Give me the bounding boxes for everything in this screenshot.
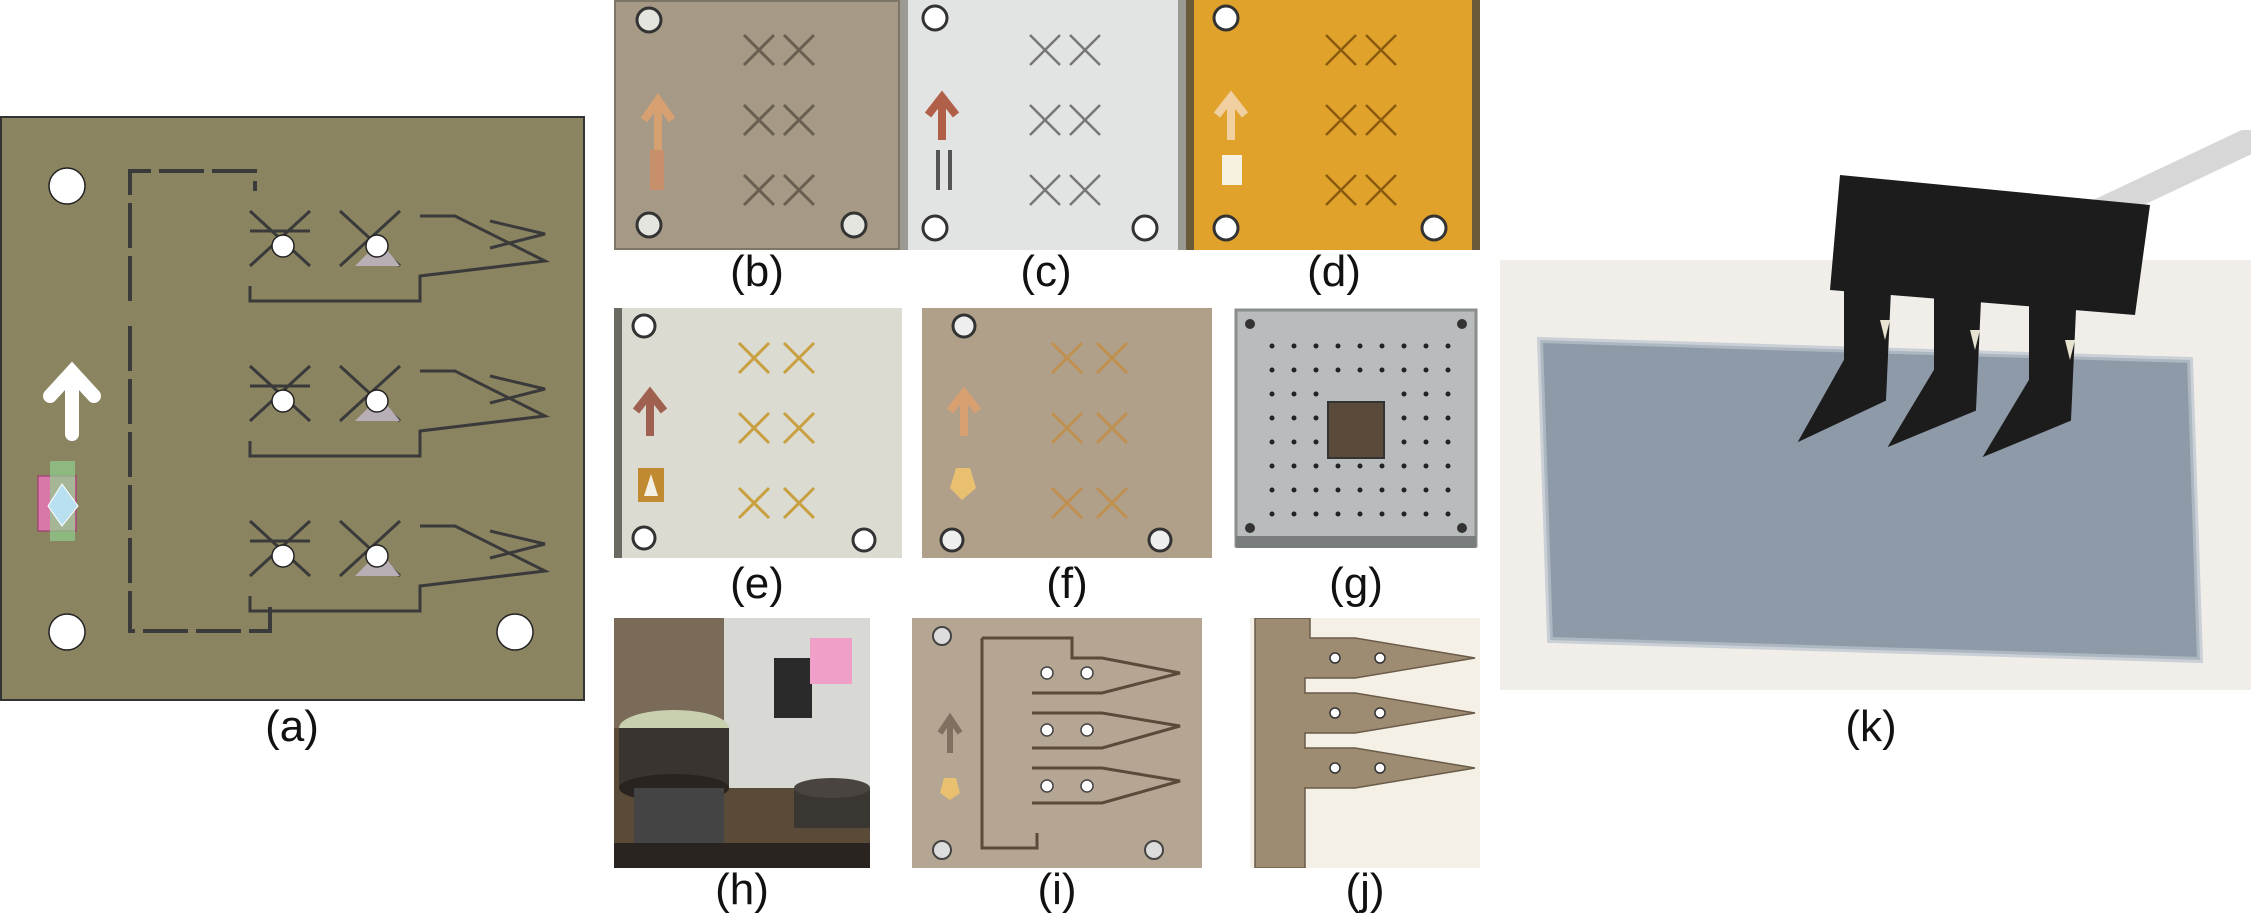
label-a: (a): [265, 702, 319, 751]
panel-k-photo: [1500, 130, 2251, 690]
panel-i-photo: [912, 618, 1202, 868]
panel-f-photo: [922, 308, 1212, 558]
panel-e-photo: [614, 308, 902, 558]
label-c: (c): [1020, 247, 1072, 296]
label-h: (h): [715, 865, 769, 914]
panel-g-photo: [1232, 306, 1480, 556]
panel-b-photo: [614, 0, 900, 250]
label-i: (i): [1037, 865, 1077, 914]
label-d: (d): [1307, 247, 1361, 296]
label-e: (e): [730, 559, 784, 608]
label-f: (f): [1046, 559, 1088, 608]
panel-c-photo: [900, 0, 1186, 250]
label-b: (b): [730, 247, 784, 296]
panel-h-photo: [614, 618, 870, 868]
panel-a-cad-layout: [0, 116, 585, 701]
label-g: (g): [1329, 559, 1383, 608]
panel-d-photo: [1186, 0, 1480, 250]
panel-j-photo: [1250, 618, 1480, 868]
label-j: (j): [1345, 865, 1385, 914]
label-k: (k): [1845, 702, 1897, 751]
